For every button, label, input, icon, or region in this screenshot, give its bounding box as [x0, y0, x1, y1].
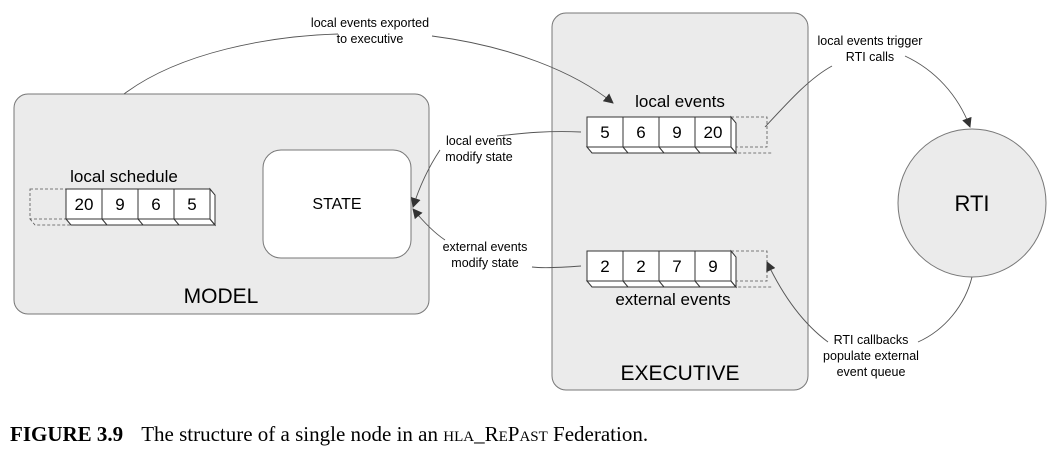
external-events-value: 9: [708, 257, 717, 276]
local-schedule-value: 6: [151, 195, 160, 214]
executive-label: EXECUTIVE: [620, 362, 739, 385]
federation-name: hla_RePast: [443, 422, 548, 446]
svg-text:local events trigger: local events trigger: [818, 34, 923, 48]
local-schedule-cell: [101, 188, 139, 220]
caption-text-before: The structure of a single node in an: [141, 422, 444, 446]
callback-annotation: RTI callbacks populate external event qu…: [823, 333, 919, 379]
local-modify-annotation: local events modify state: [445, 134, 512, 164]
trigger-line: [764, 65, 833, 128]
external-events-value: 2: [600, 257, 609, 276]
local-events-value: 6: [636, 123, 645, 142]
local-modify-line: [496, 131, 582, 137]
external-events-cell: [586, 250, 624, 282]
local-events-cell: [586, 116, 624, 148]
external-events-cell: [622, 250, 660, 282]
local-events-cell: [694, 116, 732, 148]
local-schedule-value: 5: [187, 195, 196, 214]
caption-text-after: Federation.: [547, 422, 649, 446]
svg-text:populate external: populate external: [823, 349, 919, 363]
external-events-value: 7: [672, 257, 681, 276]
external-events-label: external events: [615, 290, 730, 309]
rti-label: RTI: [954, 191, 989, 216]
trigger-annotation: local events trigger RTI calls: [818, 34, 923, 64]
exported-line: [123, 33, 339, 95]
local-events-cell: [622, 116, 660, 148]
svg-text:local events: local events: [446, 134, 512, 148]
local-events-value: 20: [704, 123, 723, 142]
external-events-value: 2: [636, 257, 645, 276]
model-label: MODEL: [184, 285, 259, 308]
local-events-queue: 5 6 9 20: [585, 115, 772, 155]
svg-text:RTI calls: RTI calls: [846, 50, 894, 64]
external-events-cell: [658, 250, 696, 282]
local-schedule-cell: [137, 188, 175, 220]
local-schedule-queue: 20 9 6 5: [29, 187, 217, 227]
figure-caption: FIGURE 3.9 The structure of a single node…: [10, 422, 1050, 447]
svg-text:RTI callbacks: RTI callbacks: [834, 333, 909, 347]
local-schedule-value: 20: [75, 195, 94, 214]
local-events-cell: [658, 116, 696, 148]
executive-panel: [551, 12, 809, 391]
svg-text:event queue: event queue: [837, 365, 906, 379]
local-schedule-cell: [65, 188, 103, 220]
local-schedule-value: 9: [115, 195, 124, 214]
callback-line: [917, 276, 973, 343]
exported-arrow: [431, 35, 614, 104]
svg-text:modify state: modify state: [451, 256, 518, 270]
svg-text:external events: external events: [443, 240, 528, 254]
external-modify-annotation: external events modify state: [443, 240, 528, 270]
external-modify-arrow: [412, 208, 446, 241]
svg-text:local events exported: local events exported: [311, 16, 429, 30]
trigger-arrow: [904, 55, 972, 128]
state-label: STATE: [312, 196, 361, 213]
svg-text:modify state: modify state: [445, 150, 512, 164]
local-events-value: 5: [600, 123, 609, 142]
svg-text:to executive: to executive: [337, 32, 404, 46]
external-modify-line: [531, 265, 582, 269]
local-events-value: 9: [672, 123, 681, 142]
exported-annotation: local events exported to executive: [311, 16, 429, 46]
local-modify-arrow: [410, 149, 441, 208]
callback-arrow: [766, 261, 829, 343]
figure-number: FIGURE 3.9: [10, 422, 124, 446]
local-schedule-cell: [173, 188, 211, 220]
external-events-queue: 2 2 7 9: [585, 249, 772, 289]
local-events-label: local events: [635, 92, 725, 111]
model-panel: [13, 93, 430, 315]
external-events-cell: [694, 250, 732, 282]
local-schedule-label: local schedule: [70, 167, 178, 186]
